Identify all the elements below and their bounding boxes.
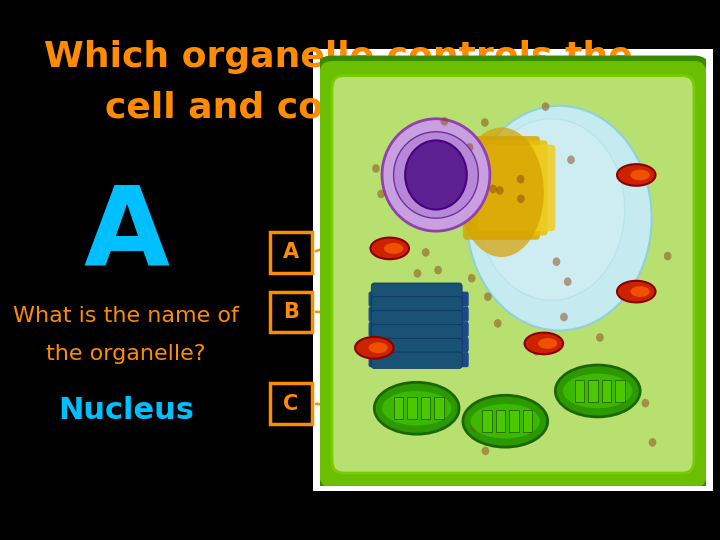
Circle shape xyxy=(494,319,502,328)
Circle shape xyxy=(377,190,385,198)
Circle shape xyxy=(416,283,424,292)
Circle shape xyxy=(489,185,497,193)
Circle shape xyxy=(642,399,649,408)
Ellipse shape xyxy=(371,238,409,259)
FancyBboxPatch shape xyxy=(372,352,462,368)
Circle shape xyxy=(541,103,549,111)
Ellipse shape xyxy=(631,286,649,297)
FancyBboxPatch shape xyxy=(369,337,469,352)
FancyBboxPatch shape xyxy=(463,136,540,240)
Text: D: D xyxy=(541,121,559,141)
Circle shape xyxy=(560,313,568,321)
FancyBboxPatch shape xyxy=(369,292,469,307)
Circle shape xyxy=(533,347,540,355)
Text: B: B xyxy=(283,302,299,322)
Ellipse shape xyxy=(555,365,640,417)
Text: Which organelle controls the: Which organelle controls the xyxy=(44,40,633,73)
FancyBboxPatch shape xyxy=(372,283,462,299)
Circle shape xyxy=(484,292,492,301)
Ellipse shape xyxy=(369,342,388,353)
FancyBboxPatch shape xyxy=(317,58,709,490)
FancyBboxPatch shape xyxy=(372,338,462,355)
Ellipse shape xyxy=(631,170,649,180)
Ellipse shape xyxy=(355,337,394,359)
Circle shape xyxy=(649,438,657,447)
Bar xyxy=(509,410,519,432)
Circle shape xyxy=(441,117,449,126)
Ellipse shape xyxy=(478,119,625,300)
Circle shape xyxy=(481,118,489,127)
Circle shape xyxy=(553,258,560,266)
Ellipse shape xyxy=(384,243,403,254)
Circle shape xyxy=(405,140,467,210)
Bar xyxy=(434,397,444,419)
Bar xyxy=(420,397,430,419)
Ellipse shape xyxy=(467,106,652,330)
Ellipse shape xyxy=(525,333,563,354)
Circle shape xyxy=(471,423,478,432)
FancyBboxPatch shape xyxy=(372,310,462,327)
Circle shape xyxy=(406,178,413,187)
Bar xyxy=(270,232,312,273)
Circle shape xyxy=(510,421,517,430)
Bar xyxy=(394,397,403,419)
Circle shape xyxy=(414,269,421,278)
Bar xyxy=(313,49,713,491)
Text: C: C xyxy=(283,394,299,414)
Text: cell and contains DNA?: cell and contains DNA? xyxy=(105,91,572,125)
Bar xyxy=(407,397,417,419)
Bar xyxy=(482,410,492,432)
Text: A: A xyxy=(283,242,299,262)
FancyBboxPatch shape xyxy=(372,297,462,313)
Circle shape xyxy=(517,194,525,203)
Bar xyxy=(588,380,598,402)
Circle shape xyxy=(664,252,672,260)
Bar xyxy=(575,380,584,402)
Circle shape xyxy=(517,175,524,184)
FancyBboxPatch shape xyxy=(372,325,462,341)
Ellipse shape xyxy=(382,391,451,426)
Circle shape xyxy=(468,274,475,282)
Ellipse shape xyxy=(617,164,655,186)
Bar xyxy=(602,380,611,402)
Circle shape xyxy=(564,278,572,286)
FancyBboxPatch shape xyxy=(369,307,469,322)
Bar xyxy=(523,410,532,432)
Ellipse shape xyxy=(374,382,459,434)
Circle shape xyxy=(434,266,442,274)
Text: What is the name of: What is the name of xyxy=(13,306,239,326)
Text: the organelle?: the organelle? xyxy=(46,343,206,364)
Ellipse shape xyxy=(471,404,540,438)
Ellipse shape xyxy=(459,127,544,257)
FancyBboxPatch shape xyxy=(471,140,548,235)
Circle shape xyxy=(466,143,474,152)
Circle shape xyxy=(596,333,604,342)
Bar xyxy=(270,292,312,332)
Text: Nucleus: Nucleus xyxy=(58,396,194,425)
FancyBboxPatch shape xyxy=(369,322,469,337)
Circle shape xyxy=(496,186,503,195)
FancyBboxPatch shape xyxy=(332,76,694,473)
FancyBboxPatch shape xyxy=(369,352,469,367)
Bar xyxy=(615,380,625,402)
Bar xyxy=(529,111,571,151)
Circle shape xyxy=(372,164,379,173)
FancyBboxPatch shape xyxy=(478,145,555,231)
Ellipse shape xyxy=(563,374,632,408)
Bar xyxy=(270,383,312,424)
Text: A: A xyxy=(83,181,169,288)
Circle shape xyxy=(482,447,490,455)
Ellipse shape xyxy=(617,281,655,302)
Ellipse shape xyxy=(538,338,557,349)
Ellipse shape xyxy=(394,132,478,218)
Ellipse shape xyxy=(382,119,490,231)
Bar xyxy=(495,410,505,432)
Circle shape xyxy=(567,156,575,164)
Circle shape xyxy=(422,248,430,256)
Ellipse shape xyxy=(463,395,548,447)
